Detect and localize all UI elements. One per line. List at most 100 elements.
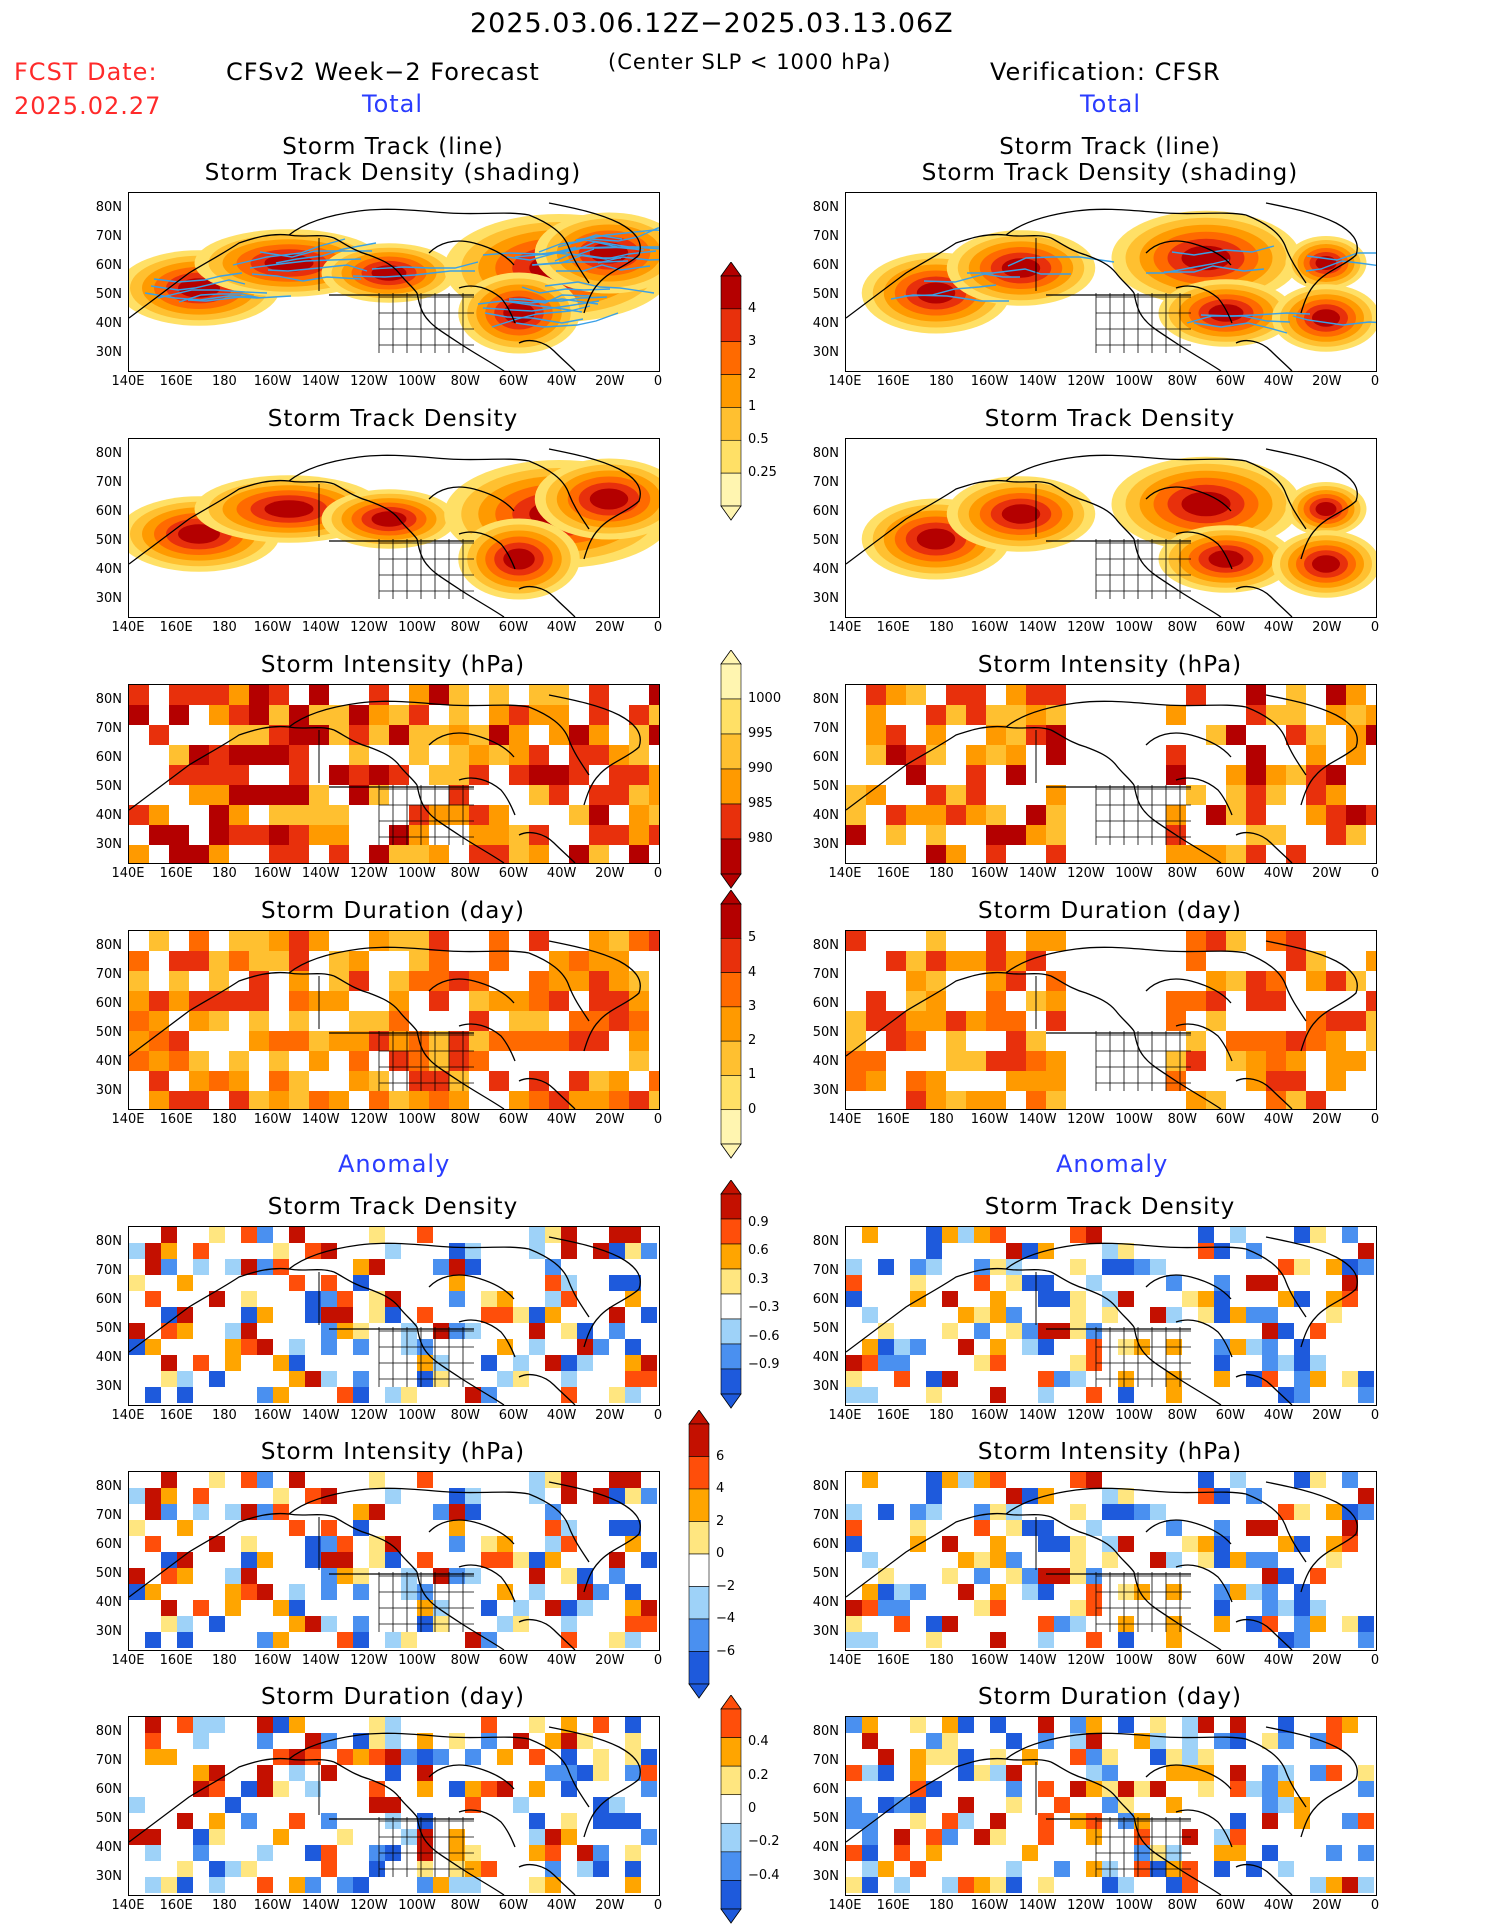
map-panel-danom-R: [845, 1226, 1377, 1406]
lon-tick: 60W: [1207, 1112, 1253, 1127]
lat-tick: 60N: [84, 750, 122, 765]
lon-tick: 80W: [442, 620, 488, 635]
panel-title: Storm Track Density: [128, 1194, 658, 1220]
colorbar-label: 1: [748, 1067, 756, 1082]
lat-tick: 40N: [801, 1840, 839, 1855]
lon-tick: 180: [201, 1112, 247, 1127]
lon-tick: 0: [635, 866, 681, 881]
map-canvas: [129, 1717, 659, 1895]
lon-tick: 60W: [490, 866, 536, 881]
lon-tick: 140W: [1015, 620, 1061, 635]
lat-tick: 70N: [84, 721, 122, 736]
colorbar-label: 2: [716, 1514, 724, 1529]
lon-tick: 0: [635, 1898, 681, 1913]
lon-tick: 60W: [1207, 620, 1253, 635]
lat-tick: 80N: [801, 446, 839, 461]
lat-tick: 80N: [84, 692, 122, 707]
lat-tick: 70N: [801, 229, 839, 244]
lon-tick: 160E: [870, 374, 916, 389]
lon-tick: 60W: [1207, 866, 1253, 881]
colorbar-label: −0.6: [748, 1329, 780, 1344]
lon-tick: 160E: [153, 374, 199, 389]
lon-tick: 120W: [346, 1408, 392, 1423]
lon-tick: 120W: [1063, 1112, 1109, 1127]
lat-tick: 70N: [801, 1753, 839, 1768]
colorbar-label: 5: [748, 930, 756, 945]
lat-tick: 60N: [84, 996, 122, 1011]
panel-title: Storm Intensity (hPa): [128, 1439, 658, 1465]
lon-tick: 100W: [394, 1898, 440, 1913]
anomaly-label-left: Anomaly: [338, 1150, 450, 1178]
lon-tick: 140W: [298, 1112, 344, 1127]
lat-tick: 40N: [84, 1350, 122, 1365]
lon-tick: 140W: [298, 1408, 344, 1423]
lon-tick: 0: [635, 620, 681, 635]
lon-tick: 60W: [1207, 1898, 1253, 1913]
lon-tick: 40W: [1256, 866, 1302, 881]
lon-tick: 140E: [822, 374, 868, 389]
colorbar-label: 0.25: [748, 465, 777, 480]
lat-tick: 80N: [84, 1724, 122, 1739]
map-panel-danom-L: [128, 1226, 660, 1406]
colorbar-label: 1000: [748, 691, 781, 706]
panel-title: Storm Duration (day): [128, 898, 658, 924]
lon-tick: 20W: [1304, 1898, 1350, 1913]
map-canvas: [129, 931, 659, 1109]
lon-tick: 140W: [298, 1653, 344, 1668]
lon-tick: 40W: [539, 1112, 585, 1127]
lon-tick: 80W: [1159, 1408, 1205, 1423]
lat-tick: 80N: [84, 938, 122, 953]
colorbar-label: −0.3: [748, 1300, 780, 1315]
lon-tick: 40W: [1256, 1653, 1302, 1668]
lat-tick: 40N: [84, 1054, 122, 1069]
lon-tick: 0: [1352, 866, 1398, 881]
lon-tick: 180: [918, 1408, 964, 1423]
lon-tick: 80W: [1159, 620, 1205, 635]
lon-tick: 40W: [1256, 1112, 1302, 1127]
map-panel-duration-L: [128, 930, 660, 1110]
lon-tick: 140W: [1015, 374, 1061, 389]
lon-tick: 160E: [870, 1653, 916, 1668]
lat-tick: 70N: [84, 1508, 122, 1523]
lat-tick: 40N: [801, 1595, 839, 1610]
condition-label: (Center SLP < 1000 hPa): [608, 50, 891, 74]
lon-tick: 160W: [967, 374, 1013, 389]
lon-tick: 140W: [1015, 1408, 1061, 1423]
lat-tick: 50N: [801, 1566, 839, 1581]
lon-tick: 80W: [1159, 1653, 1205, 1668]
lat-tick: 40N: [801, 1350, 839, 1365]
map-panel-trackline-R: [845, 192, 1377, 372]
panel-title: Storm Duration (day): [845, 898, 1375, 924]
lon-tick: 120W: [1063, 1898, 1109, 1913]
lat-tick: 80N: [84, 1234, 122, 1249]
field-shading: [862, 457, 1376, 598]
map-panel-duanom-L: [128, 1716, 660, 1896]
total-label-left: Total: [362, 90, 423, 118]
lon-tick: 60W: [490, 1653, 536, 1668]
map-canvas: [846, 1717, 1376, 1895]
lon-tick: 140E: [105, 1653, 151, 1668]
field-shading: [846, 931, 1376, 1109]
colorbar-duration-anomaly: [720, 1695, 742, 1929]
lon-tick: 160W: [250, 1898, 296, 1913]
lon-tick: 80W: [442, 866, 488, 881]
lat-tick: 70N: [801, 475, 839, 490]
lat-tick: 40N: [801, 808, 839, 823]
panel-title: Storm Intensity (hPa): [845, 652, 1375, 678]
lat-tick: 80N: [801, 1234, 839, 1249]
lon-tick: 140E: [822, 1408, 868, 1423]
lon-tick: 160W: [967, 1112, 1013, 1127]
lon-tick: 0: [1352, 1112, 1398, 1127]
panel-title: Storm Track Density: [845, 406, 1375, 432]
lat-tick: 60N: [801, 1537, 839, 1552]
lat-tick: 80N: [84, 1479, 122, 1494]
map-canvas: [846, 931, 1376, 1109]
lon-tick: 40W: [539, 620, 585, 635]
lon-tick: 180: [201, 374, 247, 389]
lat-tick: 30N: [84, 1869, 122, 1884]
lon-tick: 80W: [442, 1898, 488, 1913]
map-panel-ianom-L: [128, 1471, 660, 1651]
lat-tick: 30N: [801, 1869, 839, 1884]
lat-tick: 40N: [84, 1840, 122, 1855]
map-canvas: [846, 193, 1376, 371]
